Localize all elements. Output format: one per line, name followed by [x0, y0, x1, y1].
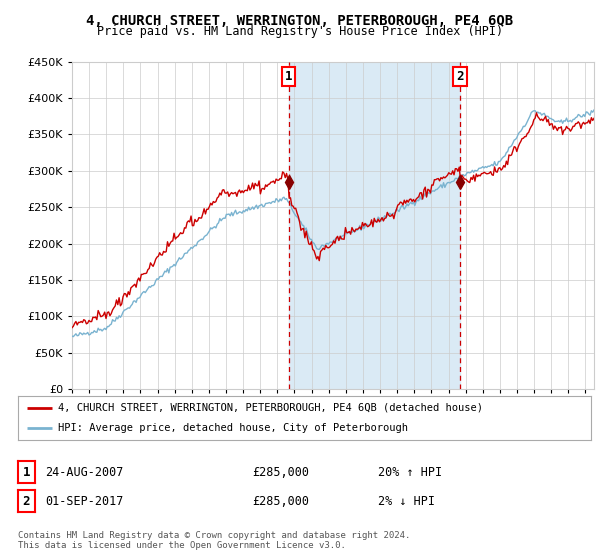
Text: 01-SEP-2017: 01-SEP-2017 [46, 494, 124, 508]
Text: 2: 2 [456, 69, 464, 83]
Text: 4, CHURCH STREET, WERRINGTON, PETERBOROUGH, PE4 6QB: 4, CHURCH STREET, WERRINGTON, PETERBOROU… [86, 14, 514, 28]
Text: £285,000: £285,000 [252, 494, 309, 508]
Bar [289, 62, 460, 389]
Text: 20% ↑ HPI: 20% ↑ HPI [378, 465, 442, 479]
Text: 1: 1 [23, 465, 30, 479]
Text: HPI: Average price, detached house, City of Peterborough: HPI: Average price, detached house, City… [58, 423, 408, 433]
Text: Price paid vs. HM Land Registry's House Price Index (HPI): Price paid vs. HM Land Registry's House … [97, 25, 503, 38]
Text: 4, CHURCH STREET, WERRINGTON, PETERBOROUGH, PE4 6QB (detached house): 4, CHURCH STREET, WERRINGTON, PETERBOROU… [58, 403, 483, 413]
Text: Contains HM Land Registry data © Crown copyright and database right 2024.
This d: Contains HM Land Registry data © Crown c… [18, 531, 410, 550]
Text: 2% ↓ HPI: 2% ↓ HPI [378, 494, 435, 508]
Text: £285,000: £285,000 [252, 465, 309, 479]
Text: 1: 1 [285, 69, 292, 83]
Text: 2: 2 [23, 494, 30, 508]
Text: 24-AUG-2007: 24-AUG-2007 [46, 465, 124, 479]
